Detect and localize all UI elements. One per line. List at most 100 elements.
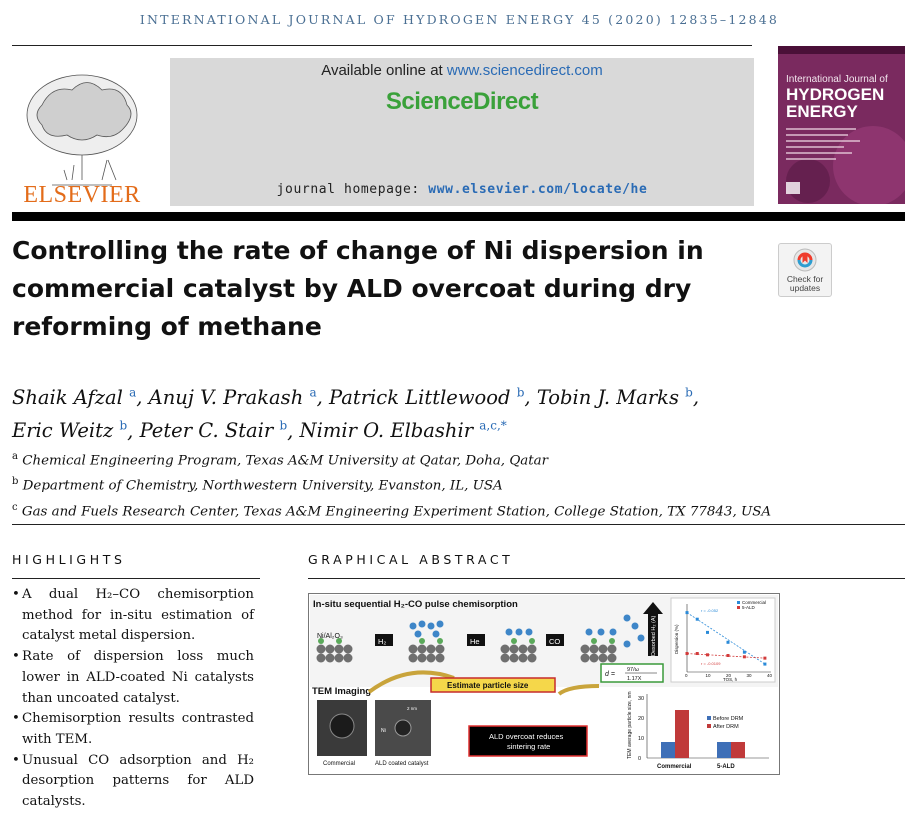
affiliation: c Gas and Fuels Research Center, Texas A… [12,501,772,520]
legend-before-swatch [707,716,711,720]
arrow-from-formula [557,684,600,696]
commercial-slope-annotation: r = -0.052 [701,608,719,613]
check-for-updates-badge[interactable]: Check for updates [778,243,832,297]
article-title: Controlling the rate of change of Ni dis… [12,236,704,341]
estimate-particle-size-box [430,677,556,693]
dispersion-xlabel: TOS, h [723,677,738,682]
particle-size-bar [675,710,689,758]
highlights-heading: HIGHLIGHTS [12,552,126,567]
available-prefix: Available online at [321,62,447,79]
highlight-item: Rate of dispersion loss much lower in AL… [12,647,254,709]
dispersion-xtick: 20 [726,673,732,678]
sample-label: Ni/Al₂O₃ [317,633,343,640]
tem-ni-label: Ni [381,728,386,734]
crossmark-icon [793,248,817,272]
highlight-item: Chemisorption results contrasted with TE… [12,709,254,750]
dispersion-point [763,656,767,660]
journal-cover[interactable]: International Journal of HYDROGEN ENERGY [778,46,905,204]
header-rule [12,45,752,46]
tem-particle-ald [394,719,412,737]
homepage-prefix: journal homepage: [276,182,429,197]
graphical-abstract-svg: In-situ sequential H₂-CO pulse chemisorp… [310,595,778,770]
particle-size-bar [717,742,731,758]
bar-ytick: 10 [638,736,644,742]
elsevier-wordmark: ELSEVIER [23,182,141,208]
elsevier-tree-logo [26,74,138,186]
tem-particle-commercial [329,713,355,739]
bar-ytick: 30 [638,696,644,702]
journal-homepage-link[interactable]: www.elsevier.com/locate/he [428,182,648,197]
title-rule [12,212,905,221]
formula-lhs: d = [605,671,615,678]
arrow-to-estimate [367,670,455,694]
dispersion-point [695,617,699,621]
affiliation: b Department of Chemistry, Northwestern … [12,476,503,494]
author[interactable]: Anuj V. Prakash a [148,385,317,409]
highlight-item: Unusual CO adsorption and H₂ desorption … [12,751,254,813]
dispersion-point [685,652,689,656]
particle-size-bar [731,742,745,758]
section-rule [12,524,905,525]
estimate-particle-size-label: Estimate particle size [447,681,529,690]
gas-h2-label: H₂ [378,637,386,646]
legend-before-label: Before DRM [713,716,744,722]
dispersion-chart: Dispersion (%) TOS, h 0 10 20 30 40 r = -0.0… [670,597,776,683]
dispersion-xtick: 30 [747,673,753,678]
affiliation: a Chemical Engineering Program, Texas A&… [12,451,549,469]
ald-slope-annotation: r = -0.0109 [701,661,721,666]
author[interactable]: Eric Weitz b [12,418,128,443]
journal-citation: INTERNATIONAL JOURNAL OF HYDROGEN ENERGY… [139,12,780,27]
cover-title-large: HYDROGEN ENERGY [786,85,885,121]
sciencedirect-link[interactable]: www.sciencedirect.com [446,62,603,79]
dispersion-xtick: 40 [767,673,773,678]
sciencedirect-banner: Available online at www.sciencedirect.co… [170,58,754,206]
tem-caption-ald: ALD coated catalyst [375,761,429,767]
affiliation-list: a Chemical Engineering Program, Texas A&… [12,446,812,522]
author[interactable]: Peter C. Stair b [139,418,288,443]
desorbed-arrow [648,614,658,656]
legend-ald-label: 5-ALD [742,605,756,610]
trend-line [686,653,765,659]
bar-category-label: 5-ALD [717,764,735,770]
dispersion-point [706,630,709,634]
dispersion-xtick: 0 [685,673,688,678]
check-updates-label: Check for updates [786,274,824,293]
dispersion-point [726,640,730,644]
chemisorption-title: In-situ sequential H₂-CO pulse chemisorp… [313,599,518,610]
trend-line [686,612,766,665]
legend-commercial-label: Commercial [742,600,766,605]
author[interactable]: Nimir O. Elbashir a,c,* [299,418,507,443]
formula-numerator: 97/ω [627,667,640,673]
dispersion-point [685,611,689,615]
dispersion-point [763,662,767,666]
formula-denominator: 1.17X [627,676,642,682]
gas-he-label: He [470,637,480,646]
dispersion-point [726,654,730,657]
legend-ald-swatch [737,606,740,609]
author[interactable]: Shaik Afzal a [12,385,137,409]
dispersion-point [742,650,746,654]
particle-size-chart: TEM average particle size, nm 0 10 20 30 Co… [627,691,769,770]
dispersion-point [695,652,699,656]
highlights-rule [12,578,260,579]
tem-scale-nm: 2 nm [407,706,417,711]
author[interactable]: Patrick Littlewood b [329,385,525,409]
sciencedirect-logo: ScienceDirect [385,88,539,115]
tem-caption-commercial: Commercial [323,761,355,767]
graphical-abstract-figure[interactable]: In-situ sequential H₂-CO pulse chemisorp… [308,593,780,775]
dispersion-chart-frame [670,597,776,683]
graphical-abstract-rule [308,578,905,579]
catalyst-stacks [316,614,645,663]
h2-gas-arrow [375,634,393,646]
ald-note-line2: sintering rate [507,742,550,751]
author[interactable]: Tobin J. Marks b [536,385,693,409]
co-gas-arrow [546,634,564,646]
dispersion-point [706,653,709,657]
available-online-line: Available online at www.sciencedirect.co… [170,62,754,79]
dispersion-ylabel: Dispersion (%) [674,624,679,654]
cover-title-small: International Journal of [786,74,888,85]
cover-artwork [778,46,905,204]
ald-note-line1: ALD overcoat reduces [489,732,563,741]
bar-ylabel: TEM average particle size, nm [627,691,633,759]
highlight-item: A dual H₂–CO chemisorption method for in… [12,585,254,647]
